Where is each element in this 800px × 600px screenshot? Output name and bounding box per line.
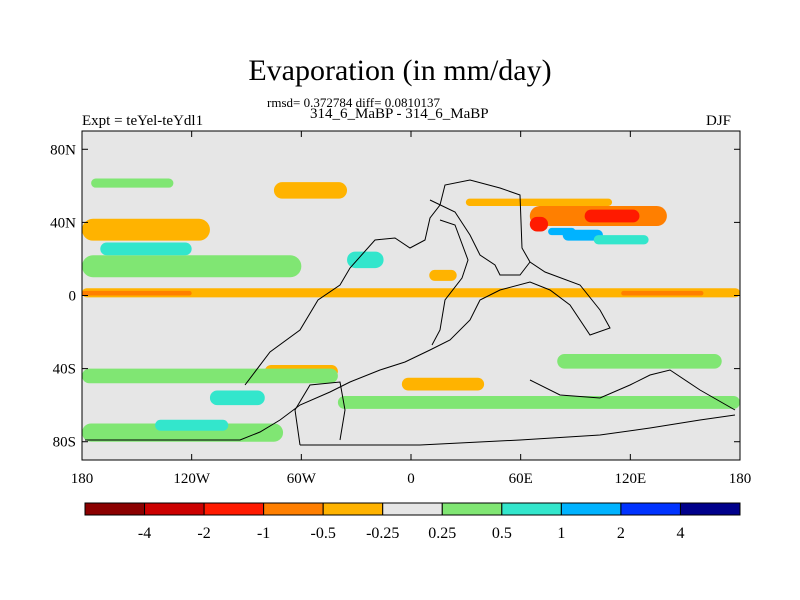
field-region-7 [465, 198, 613, 206]
y-tick-label: 80S [53, 435, 76, 451]
coastline-5 [529, 369, 736, 411]
coastline-2 [431, 219, 469, 346]
field-region-14 [82, 255, 302, 278]
x-tick-label: 0 [407, 471, 415, 487]
colorbar-swatch-5 [382, 502, 443, 516]
stats-line: rmsd= 0.372784 diff= 0.0810137 [267, 95, 440, 110]
colorbar-label: 2 [617, 525, 625, 542]
field-region-20 [347, 251, 384, 269]
colorbar-swatch-3 [263, 502, 324, 516]
colorbar-swatch-10 [679, 502, 741, 516]
field-region-4 [529, 216, 549, 232]
field-region-10 [401, 377, 485, 391]
colorbar-swatch-9 [620, 502, 681, 516]
field-region-0 [82, 288, 740, 298]
colorbar-label: -2 [197, 525, 210, 542]
colorbar-swatch-8 [560, 502, 622, 516]
colorbar-swatch-7 [501, 502, 562, 516]
x-tick-label: 60E [509, 471, 533, 487]
field-region-2 [621, 290, 704, 296]
y-tick-label: 40N [50, 215, 76, 231]
x-tick-label: 120E [614, 471, 646, 487]
x-tick-label: 180 [71, 471, 94, 487]
y-tick-label: 80N [50, 142, 76, 158]
field-region-13 [91, 178, 174, 188]
field-region-19 [100, 242, 192, 256]
colorbar-label: -0.25 [366, 525, 399, 542]
field-region-18 [557, 353, 722, 369]
x-tick-label: 180 [729, 471, 752, 487]
colorbar-swatch-2 [203, 502, 265, 516]
field-region-17 [82, 423, 284, 442]
field-region-23 [593, 235, 649, 245]
field-region-21 [209, 390, 265, 406]
colorbar-label: -1 [257, 525, 270, 542]
colorbar-label: -0.5 [311, 525, 336, 542]
field-region-16 [337, 396, 740, 409]
field-region-1 [82, 290, 192, 296]
y-tick-label: 40S [53, 362, 76, 378]
field-region-22 [155, 419, 229, 431]
colorbar-swatch-6 [441, 502, 503, 516]
coastline-0 [85, 179, 611, 441]
field-region-5 [584, 209, 640, 223]
chart-title: Evaporation (in mm/day) [248, 54, 552, 87]
coastline-3 [300, 414, 736, 446]
colorbar-label: 4 [676, 525, 684, 542]
coastline-1 [429, 199, 531, 276]
x-tick-label: 120W [173, 471, 211, 487]
colorbar-label: 1 [557, 525, 565, 542]
colorbar-label: 0.5 [492, 525, 512, 542]
field-region-8 [82, 218, 210, 241]
field-region-9 [273, 182, 348, 199]
colorbar-label: -4 [138, 525, 151, 542]
y-tick-label: 0 [69, 289, 77, 305]
field-region-12 [429, 269, 457, 281]
field-region-15 [82, 368, 338, 384]
field-region-24 [548, 227, 576, 236]
experiment-label: Expt = teYel-teYdl1 [82, 113, 204, 129]
coastline-4 [294, 381, 346, 446]
colorbar-swatch-0 [84, 502, 146, 516]
runs-line: 314_6_MaBP - 314_6_MaBP [310, 106, 489, 122]
x-tick-label: 60W [287, 471, 317, 487]
colorbar-swatch-1 [144, 502, 205, 516]
colorbar-swatch-4 [322, 502, 384, 516]
colorbar-label: 0.25 [428, 525, 456, 542]
season-label: DJF [706, 113, 732, 129]
